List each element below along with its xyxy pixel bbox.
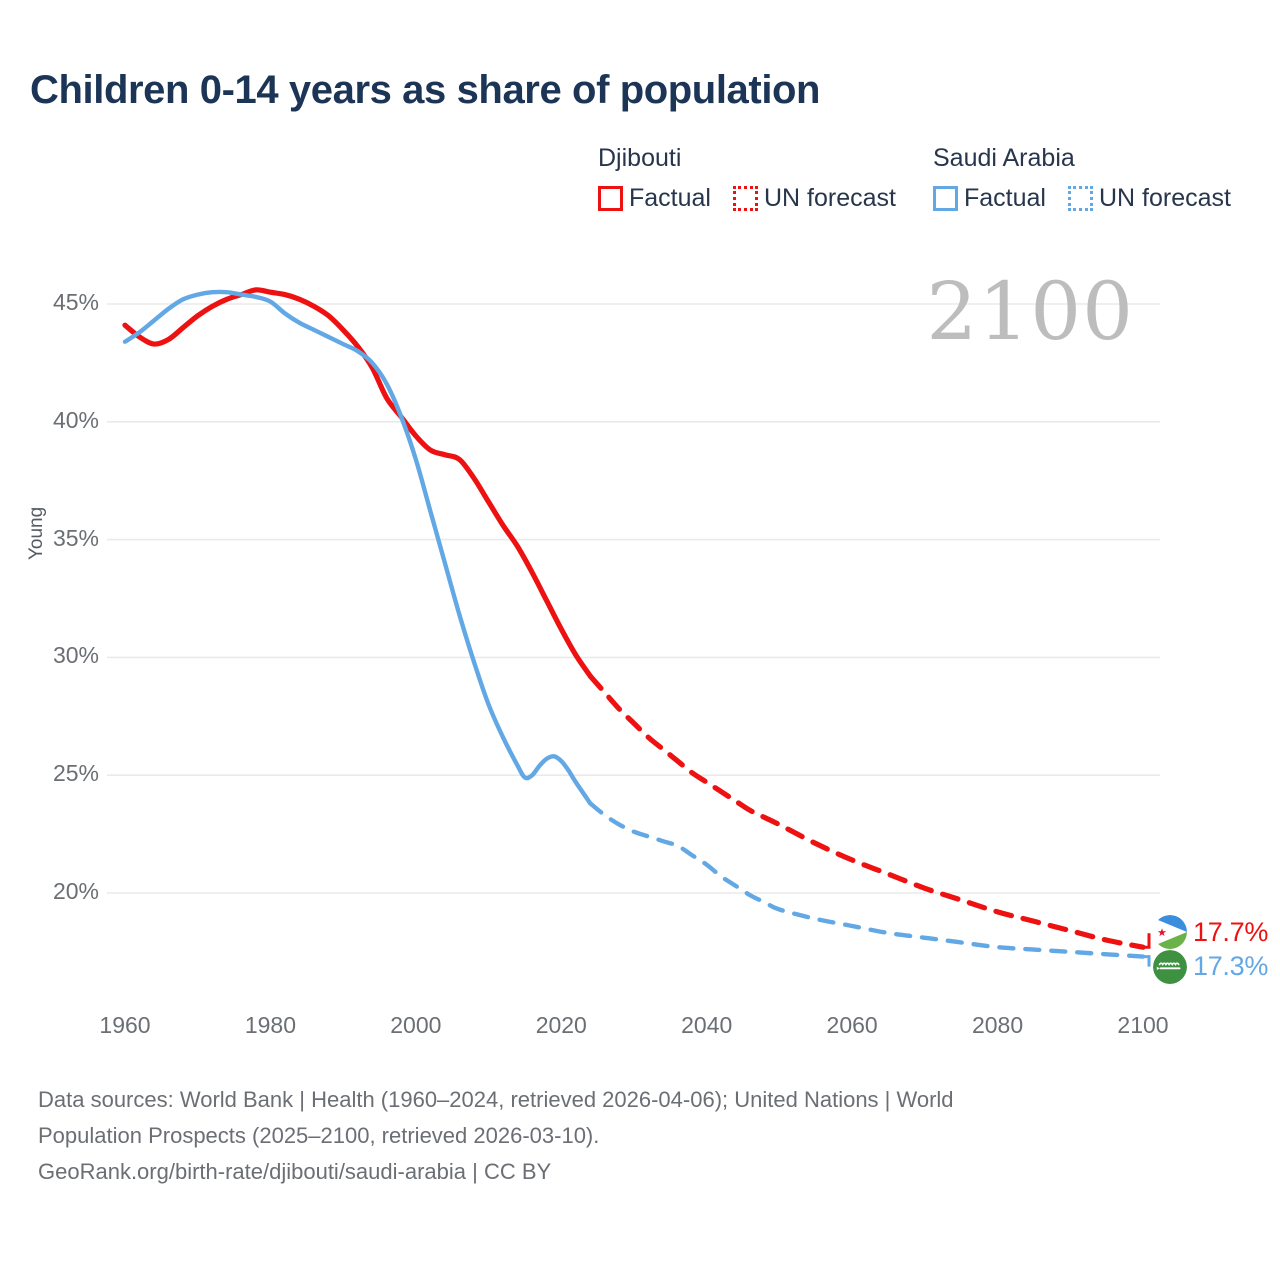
end-label-value: 17.7% (1193, 916, 1269, 947)
x-tick-label: 2080 (971, 1012, 1024, 1038)
legend-item-label: UN forecast (1098, 184, 1231, 212)
series-line-saudi-arabia-factual (122, 289, 593, 806)
footer-line-2: Population Prospects (2025–2100, retriev… (38, 1123, 600, 1148)
footer-line-3[interactable]: GeoRank.org/birth-rate/djibouti/saudi-ar… (38, 1159, 552, 1184)
series-lines (122, 287, 1146, 959)
legend-row: Factual UN forecast (598, 185, 896, 211)
end-label-value: 17.3% (1193, 951, 1269, 982)
page-title: Children 0-14 years as share of populati… (30, 68, 821, 112)
legend-group-saudi-arabia: Saudi Arabia Factual UN forecast (933, 143, 1231, 211)
legend-swatch-dotted-icon (732, 185, 758, 211)
y-tick-label: 45% (52, 289, 99, 315)
legend-row: Factual UN forecast (933, 185, 1231, 211)
legend-item-djibouti-factual[interactable]: Factual (598, 185, 711, 211)
connector-djibouti (1137, 933, 1151, 949)
x-tick-label: 2000 (390, 1012, 442, 1038)
end-connectors (1137, 933, 1151, 967)
legend-swatch-solid-icon (598, 185, 623, 211)
footer-line-1: Data sources: World Bank | Health (1960–… (38, 1087, 954, 1112)
legend-item-saudi-factual[interactable]: Factual (933, 185, 1046, 211)
legend-group-djibouti: Djibouti Factual UN forecast (598, 143, 896, 211)
legend-item-label: Factual (964, 184, 1046, 212)
x-tick-label: 2040 (681, 1012, 733, 1038)
x-tick-label: 1980 (244, 1012, 296, 1038)
legend-item-label: Factual (629, 184, 711, 212)
x-tick-label: 2060 (826, 1012, 878, 1038)
legend-swatch-dotted-icon (1067, 185, 1093, 211)
series-line-djibouti-forecast (587, 673, 1146, 950)
legend-country-label: Saudi Arabia (933, 144, 1075, 172)
djibouti-flag-icon (1153, 915, 1187, 950)
footer-sources: Data sources: World Bank | Health (1960–… (38, 1082, 1228, 1190)
y-tick-label: 40% (52, 406, 99, 433)
chart-legend: Djibouti Factual UN forecast Saudi Arabi… (598, 143, 1258, 223)
legend-item-djibouti-forecast[interactable]: UN forecast (732, 184, 896, 212)
x-tick-label: 1960 (99, 1012, 151, 1038)
y-tick-label: 30% (52, 642, 99, 669)
x-tick-label: 2020 (535, 1012, 587, 1038)
x-tick-label: 2100 (1117, 1012, 1169, 1038)
legend-item-saudi-forecast[interactable]: UN forecast (1067, 184, 1231, 212)
end-label-saudi-arabia: 17.3% (1153, 949, 1269, 984)
y-tick-label: 35% (52, 524, 99, 551)
y-tick-label: 20% (52, 878, 99, 904)
gridlines (107, 303, 1160, 894)
y-tick-label: 25% (52, 760, 99, 787)
legend-item-label: UN forecast (763, 184, 896, 212)
series-line-djibouti-factual (122, 287, 593, 679)
saudi-arabia-flag-icon (1153, 949, 1187, 984)
end-label-djibouti: 17.7% (1153, 915, 1269, 950)
legend-swatch-solid-icon (933, 185, 958, 211)
watermark-year: 2100 (926, 265, 1134, 358)
legend-country-label: Djibouti (598, 144, 682, 172)
series-line-saudi-arabia-forecast (588, 801, 1146, 959)
connector-saudi-arabia (1137, 955, 1151, 967)
